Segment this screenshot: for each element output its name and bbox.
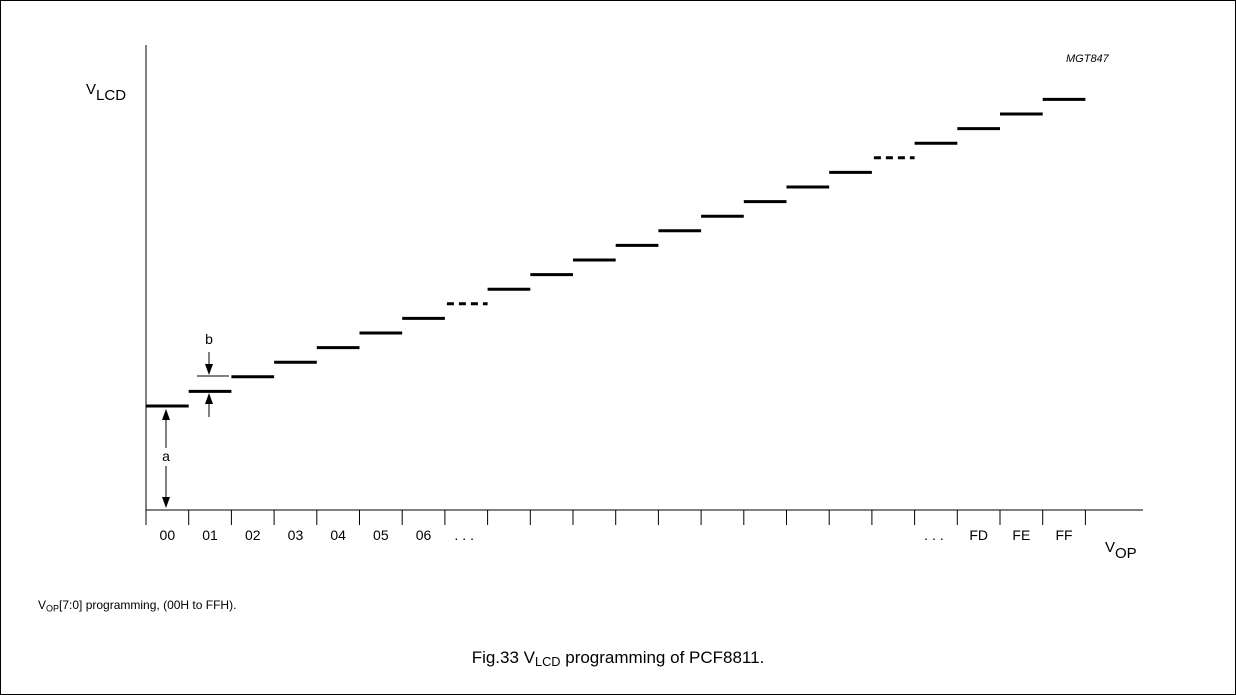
x-tick-ellipsis: ... (924, 527, 948, 543)
voltage-steps (146, 97, 1086, 408)
step-label: b (205, 331, 213, 347)
x-tick-label: 00 (160, 527, 176, 543)
x-tick-labels: 00 01 02 03 04 05 06 FD FE FF...... (160, 527, 1073, 543)
x-tick-label: FD (969, 527, 988, 543)
step-annotation: b (197, 331, 229, 417)
y-axis-label: VLCD (86, 81, 126, 104)
step-arrow-head-up (205, 393, 213, 404)
offset-arrow-head-down (162, 497, 170, 508)
x-tick-label: 06 (416, 527, 432, 543)
step-arrow-head-down (205, 364, 213, 375)
x-tick-label: 04 (330, 527, 346, 543)
y-axis-label-main: V (86, 81, 96, 98)
offset-annotation: a (159, 409, 173, 508)
x-tick-label: 02 (245, 527, 261, 543)
caption-prefix: Fig.33 V (471, 648, 535, 667)
x-tick-label: 01 (202, 527, 218, 543)
y-axis-label-sub: LCD (96, 87, 126, 104)
x-tick-label: 03 (288, 527, 304, 543)
offset-label: a (162, 448, 170, 464)
x-tick-label: FF (1055, 527, 1072, 543)
x-axis-label: VOP (1105, 539, 1137, 562)
caption-subscript: LCD (535, 654, 561, 670)
figure-caption: Fig.33 VLCD programming of PCF8811. (0, 648, 1236, 668)
diagram-code: MGT847 (1066, 53, 1110, 65)
offset-arrow-head-up (162, 409, 170, 420)
x-tick-ellipsis: ... (454, 527, 478, 543)
note-subscript: OP (46, 603, 60, 614)
x-axis-label-sub: OP (1115, 545, 1137, 562)
caption-suffix: programming of PCF8811. (560, 648, 765, 667)
x-axis-ticks (145, 510, 1086, 525)
programming-note: VOP[7:0] programming, (00H to FFH). (38, 598, 237, 614)
x-tick-label: 05 (373, 527, 389, 543)
x-axis-label-main: V (1105, 539, 1115, 556)
offset-label-bg (159, 448, 173, 466)
note-text: [7:0] programming, (00H to FFH). (59, 598, 237, 612)
x-tick-label: FE (1012, 527, 1030, 543)
